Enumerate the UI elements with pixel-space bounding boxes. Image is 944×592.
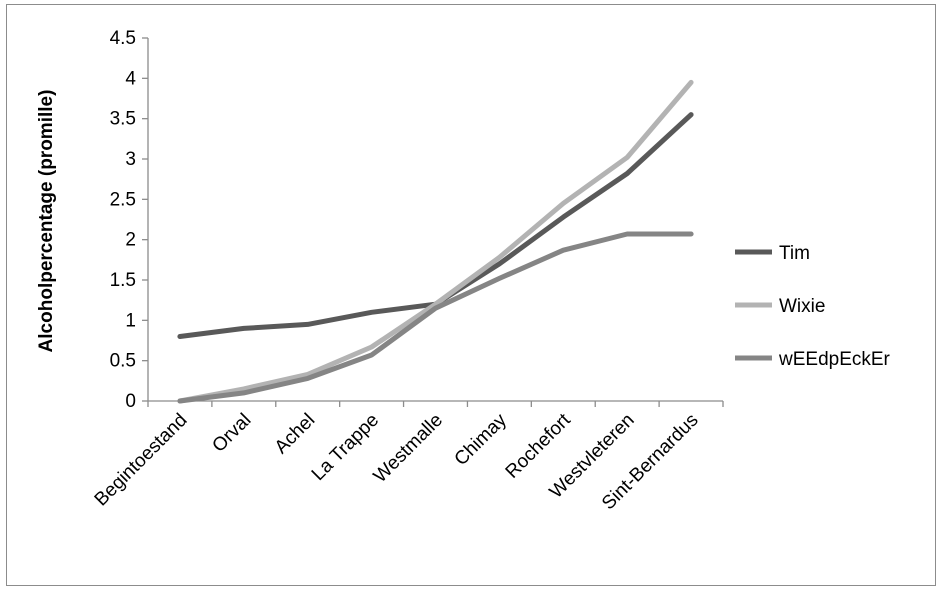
series-line-wixie xyxy=(177,79,694,404)
x-category-label: Orval xyxy=(208,410,255,457)
line-chart: Alcoholpercentage (promille) 0 0.5 1 1.5 2 2.… xyxy=(36,28,891,514)
y-tick-label: 4.5 xyxy=(110,28,136,49)
y-tick-label: 3.5 xyxy=(110,109,136,130)
x-category-label: Chimay xyxy=(451,409,512,470)
y-tick-label: 0.5 xyxy=(110,351,136,372)
y-tick-label: 2.5 xyxy=(110,189,136,210)
y-tick-label: 1 xyxy=(125,310,136,331)
y-tick-label: 3 xyxy=(125,149,136,170)
legend-label: wEEdpEckEr xyxy=(778,349,891,370)
x-category-label: Begintoestand xyxy=(91,410,192,511)
x-category-label: Westmalle xyxy=(370,410,447,487)
y-tick-label: 4 xyxy=(125,68,136,89)
legend-label: Wixie xyxy=(779,296,825,317)
chart-frame: Alcoholpercentage (promille) 0 0.5 1 1.5 2 2.… xyxy=(6,4,936,586)
y-axis-title: Alcoholpercentage (promille) xyxy=(36,90,57,353)
y-tick-label: 1.5 xyxy=(110,270,136,291)
x-category-label: Achel xyxy=(271,410,319,458)
y-tick-label: 2 xyxy=(125,230,136,251)
legend-label: Tim xyxy=(779,243,810,264)
y-tick-label: 0 xyxy=(125,391,136,412)
series-line-weedpecker xyxy=(177,231,694,404)
